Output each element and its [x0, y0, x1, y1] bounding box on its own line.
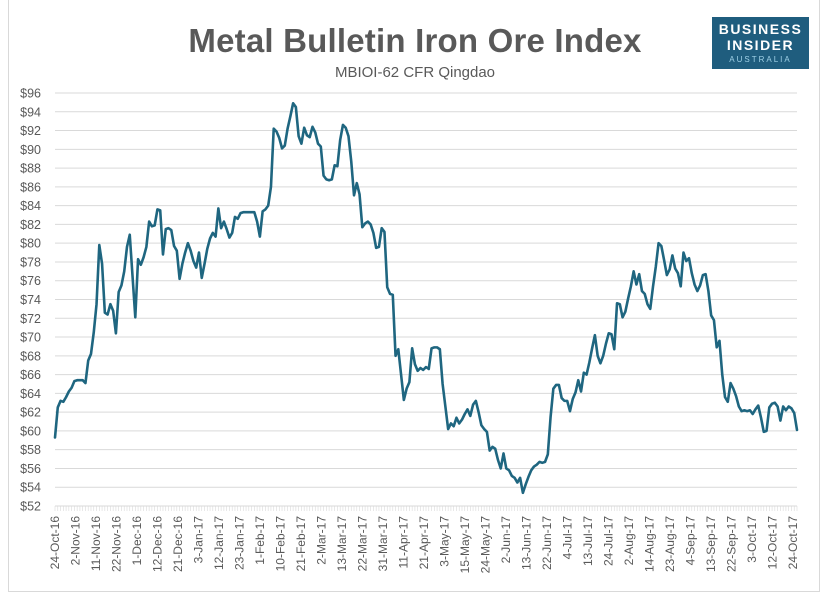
x-axis — [54, 505, 798, 511]
y-tick-label: $52 — [20, 500, 41, 514]
series-layer — [53, 102, 799, 495]
x-tick-label: 23-Aug-17 — [663, 516, 677, 572]
series-line-iron-ore — [53, 102, 799, 495]
x-tick-label: 10-Feb-17 — [274, 516, 288, 572]
y-tick-label: $64 — [20, 387, 41, 401]
x-tick-label: 24-Oct-16 — [48, 516, 62, 570]
x-tick-label: 13-Jul-17 — [581, 516, 595, 566]
logo-line-1: BUSINESS — [718, 21, 803, 37]
x-tick-label: 1-Feb-17 — [253, 516, 267, 565]
x-tick-label: 4-Jul-17 — [561, 516, 575, 560]
chart-title: Metal Bulletin Iron Ore Index — [188, 22, 642, 59]
x-tick-label: 1-Dec-16 — [130, 516, 144, 566]
x-tick-label: 21-Feb-17 — [294, 516, 308, 572]
x-tick-label: 23-Jan-17 — [233, 516, 247, 570]
x-tick-label: 14-Aug-17 — [643, 516, 657, 572]
chart-frame — [8, 0, 820, 592]
x-tick-label: 15-May-17 — [458, 516, 472, 574]
x-axis-ticks: 24-Oct-16 2-Nov-16 11-Nov-16 22-Nov-16 1-Dec… — [48, 516, 800, 574]
x-tick-label: 12-Oct-17 — [766, 516, 780, 570]
x-tick-label: 13-Jun-17 — [520, 516, 534, 570]
y-tick-label: $62 — [20, 406, 41, 420]
y-tick-label: $86 — [20, 180, 41, 194]
y-tick-label: $88 — [20, 162, 41, 176]
logo-line-2: INSIDER — [726, 37, 795, 53]
y-tick-label: $58 — [20, 443, 41, 457]
y-tick-label: $54 — [20, 481, 41, 495]
x-tick-label: 22-Sep-17 — [725, 516, 739, 572]
y-tick-label: $74 — [20, 293, 41, 307]
y-tick-label: $68 — [20, 349, 41, 363]
y-tick-label: $92 — [20, 124, 41, 138]
x-tick-label: 2-Nov-16 — [69, 516, 83, 566]
y-axis-ticks: $52 $54 $56 $58 $60 $62 $64 $66 $68 $70 $72 $74 $76 $… — [20, 87, 41, 514]
x-tick-label: 2-Jun-17 — [499, 516, 513, 564]
x-tick-label: 4-Sep-17 — [684, 516, 698, 566]
x-tick-label: 2-Mar-17 — [315, 516, 329, 565]
x-tick-label: 2-Aug-17 — [622, 516, 636, 566]
y-tick-label: $56 — [20, 462, 41, 476]
x-tick-label: 3-Jan-17 — [192, 516, 206, 564]
x-tick-label: 13-Sep-17 — [704, 516, 718, 572]
x-tick-label: 11-Nov-16 — [89, 516, 103, 571]
y-tick-label: $60 — [20, 424, 41, 438]
y-tick-label: $96 — [20, 87, 41, 101]
x-tick-label: 22-Jun-17 — [540, 516, 554, 570]
x-tick-label: 22-Nov-16 — [110, 516, 124, 572]
y-tick-label: $84 — [20, 199, 41, 213]
chart-subtitle: MBIOI-62 CFR Qingdao — [334, 64, 496, 81]
x-tick-label: 11-Apr-17 — [397, 516, 411, 569]
x-tick-label: 21-Dec-16 — [171, 516, 185, 572]
gridlines — [55, 92, 797, 488]
y-tick-label: $94 — [20, 105, 41, 119]
y-tick-label: $78 — [20, 255, 41, 269]
y-tick-label: $70 — [20, 331, 41, 345]
x-tick-label: 22-Mar-17 — [356, 516, 370, 572]
x-tick-label: 24-Oct-17 — [786, 516, 800, 570]
x-tick-label: 31-Mar-17 — [376, 516, 390, 572]
y-tick-label: $80 — [20, 237, 41, 251]
x-tick-label: 24-May-17 — [479, 516, 493, 574]
x-tick-label: 3-May-17 — [438, 516, 452, 567]
x-tick-label: 24-Jul-17 — [602, 516, 616, 566]
x-tick-label: 3-Oct-17 — [745, 516, 759, 563]
y-tick-label: $66 — [20, 368, 41, 382]
y-tick-label: $76 — [20, 274, 41, 288]
y-tick-label: $82 — [20, 218, 41, 232]
x-tick-label: 13-Mar-17 — [335, 516, 349, 572]
y-tick-label: $90 — [20, 143, 41, 157]
x-tick-label: 12-Jan-17 — [212, 516, 226, 570]
x-tick-label: 21-Apr-17 — [417, 516, 431, 570]
x-tick-label: 12-Dec-16 — [151, 516, 165, 572]
y-tick-label: $72 — [20, 312, 41, 326]
business-insider-logo: BUSINESS INSIDER AUSTRALIA — [712, 17, 809, 69]
logo-line-3: AUSTRALIA — [729, 55, 792, 64]
